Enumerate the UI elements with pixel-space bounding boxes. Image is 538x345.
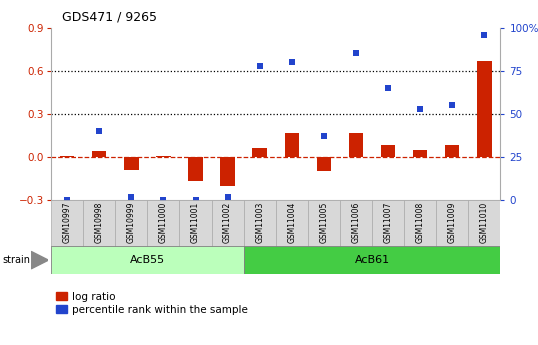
Text: GSM11006: GSM11006 [351,201,360,243]
Text: GSM11007: GSM11007 [384,201,393,243]
Bar [92,151,107,157]
Text: GSM10998: GSM10998 [95,201,104,243]
Bar [211,200,244,247]
Text: AcB55: AcB55 [130,255,165,265]
Text: GSM11000: GSM11000 [159,201,168,243]
Bar [115,200,147,247]
Bar [468,200,500,247]
Bar [60,156,74,157]
Bar [275,200,308,247]
Bar [436,200,468,247]
Bar [340,200,372,247]
Text: strain: strain [3,255,31,265]
Bar [477,61,492,157]
Text: GSM11010: GSM11010 [480,201,489,243]
Text: GSM10999: GSM10999 [127,201,136,243]
Bar [83,200,115,247]
Text: GSM11009: GSM11009 [448,201,457,243]
Bar [156,156,171,157]
Bar [188,157,203,181]
Bar [252,148,267,157]
Bar [445,146,459,157]
Text: GSM11002: GSM11002 [223,201,232,243]
Legend: log ratio, percentile rank within the sample: log ratio, percentile rank within the sa… [56,292,248,315]
Bar [180,200,211,247]
Polygon shape [31,252,48,269]
Text: GSM11004: GSM11004 [287,201,296,243]
Bar [51,200,83,247]
Bar [317,157,331,171]
Text: GSM10997: GSM10997 [62,201,72,243]
Bar [372,200,404,247]
Text: GSM11005: GSM11005 [320,201,328,243]
Bar [244,246,500,274]
Bar [285,132,299,157]
Text: GSM11008: GSM11008 [416,201,424,243]
Bar [349,132,363,157]
Bar [124,157,139,170]
Bar [221,157,235,186]
Bar [308,200,340,247]
Bar [147,200,180,247]
Bar [404,200,436,247]
Text: GDS471 / 9265: GDS471 / 9265 [62,10,157,23]
Bar [244,200,275,247]
Bar [413,150,427,157]
Text: AcB61: AcB61 [355,255,390,265]
Text: GSM11001: GSM11001 [191,201,200,243]
Bar [51,246,244,274]
Text: GSM11003: GSM11003 [255,201,264,243]
Bar [381,146,395,157]
